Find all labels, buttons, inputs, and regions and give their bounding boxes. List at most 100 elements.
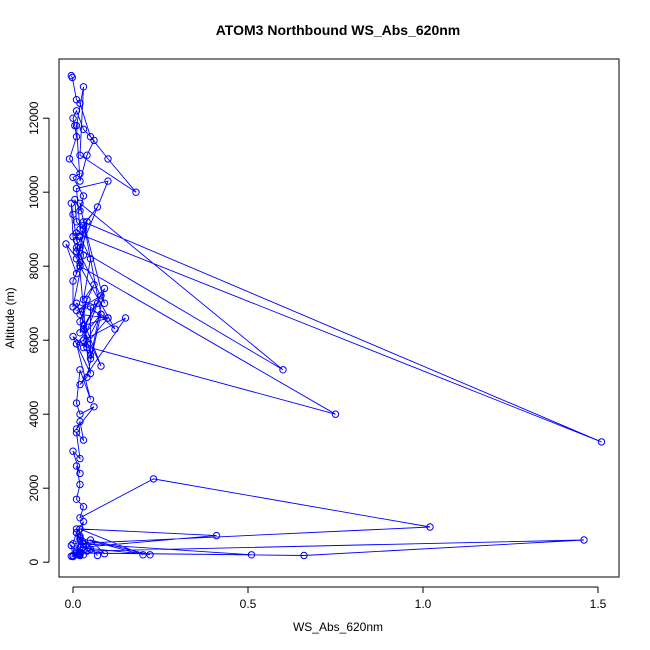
data-point xyxy=(90,281,98,289)
data-point xyxy=(86,351,95,359)
data-point xyxy=(72,462,81,470)
data-point xyxy=(72,244,81,252)
data-point xyxy=(76,380,84,389)
data-point xyxy=(62,240,70,248)
data-point xyxy=(67,199,76,208)
data-point xyxy=(72,306,81,315)
data-point xyxy=(79,517,88,526)
data-point xyxy=(86,395,95,404)
data-point xyxy=(72,495,81,503)
data-point xyxy=(72,269,81,278)
data-point xyxy=(69,277,77,285)
x-tick-label: 0.5 xyxy=(240,597,257,611)
data-point xyxy=(79,503,88,511)
data-point xyxy=(69,114,77,122)
data-point xyxy=(580,536,588,544)
data-point xyxy=(97,310,105,318)
series-layer xyxy=(62,71,606,561)
data-point xyxy=(279,366,287,374)
data-point xyxy=(76,170,84,178)
data-point xyxy=(67,541,76,550)
data-point xyxy=(132,188,140,196)
data-point xyxy=(93,299,102,307)
data-point xyxy=(69,447,77,455)
data-point xyxy=(69,540,77,548)
data-point xyxy=(71,121,79,130)
data-point xyxy=(83,218,91,226)
data-point xyxy=(72,218,81,226)
data-point xyxy=(97,292,105,300)
data-point xyxy=(72,247,81,256)
data-point xyxy=(139,551,147,559)
data-point xyxy=(93,203,102,211)
data-point xyxy=(83,343,91,352)
data-point xyxy=(100,284,109,293)
data-point xyxy=(68,73,77,82)
data-point xyxy=(86,303,95,311)
plot-frame xyxy=(58,58,620,578)
data-point xyxy=(97,362,105,370)
data-point xyxy=(79,325,88,333)
series-line xyxy=(65,75,602,558)
data-point xyxy=(72,528,81,537)
data-point xyxy=(90,136,98,145)
data-point xyxy=(149,475,158,483)
data-point xyxy=(76,199,84,208)
data-point xyxy=(72,551,81,559)
data-point xyxy=(212,531,221,540)
x-tick-label: 0.0 xyxy=(65,597,82,611)
data-point xyxy=(69,173,77,182)
chart-title: ATOM3 Northbound WS_Abs_620nm xyxy=(216,22,461,38)
data-point xyxy=(104,314,112,322)
data-point xyxy=(331,410,340,418)
data-point xyxy=(72,133,81,141)
data-point xyxy=(79,295,88,304)
data-point xyxy=(76,410,84,418)
data-point xyxy=(79,436,88,444)
data-point xyxy=(72,425,81,433)
data-point xyxy=(72,184,81,193)
data-point xyxy=(65,155,74,163)
y-tick-label: 12000 xyxy=(27,101,41,135)
data-point xyxy=(67,552,76,560)
data-point xyxy=(69,210,77,219)
data-point xyxy=(247,551,256,559)
data-point xyxy=(83,295,91,304)
data-point xyxy=(597,438,606,446)
data-point xyxy=(79,83,88,91)
y-tick-label: 6000 xyxy=(27,327,41,354)
x-axis: 0.0 0.5 1.0 1.5 xyxy=(65,586,607,611)
data-point xyxy=(76,99,84,108)
data-point xyxy=(86,545,95,553)
data-point xyxy=(93,551,102,560)
data-point xyxy=(86,536,95,544)
data-point xyxy=(76,262,84,270)
data-point xyxy=(79,192,88,200)
data-point xyxy=(76,469,84,478)
data-point xyxy=(83,151,91,159)
data-point xyxy=(121,314,130,322)
y-tick-label: 8000 xyxy=(27,253,41,280)
x-tick-label: 1.0 xyxy=(415,597,432,611)
y-tick-label: 10000 xyxy=(27,175,41,209)
y-tick-label: 2000 xyxy=(27,475,41,502)
data-point xyxy=(90,403,98,411)
data-point xyxy=(79,321,88,330)
data-point xyxy=(79,343,88,352)
data-point xyxy=(79,251,88,259)
y-tick-label: 4000 xyxy=(27,401,41,428)
data-point xyxy=(76,177,84,185)
data-point xyxy=(146,551,154,559)
data-point xyxy=(86,255,95,263)
data-point xyxy=(76,417,84,426)
data-point xyxy=(79,125,88,134)
data-point xyxy=(79,543,88,552)
data-point xyxy=(72,229,81,237)
data-point xyxy=(426,523,434,531)
data-point xyxy=(104,177,112,185)
data-point xyxy=(104,155,112,163)
data-point xyxy=(79,218,88,226)
data-point xyxy=(86,355,95,363)
data-point xyxy=(72,429,81,437)
